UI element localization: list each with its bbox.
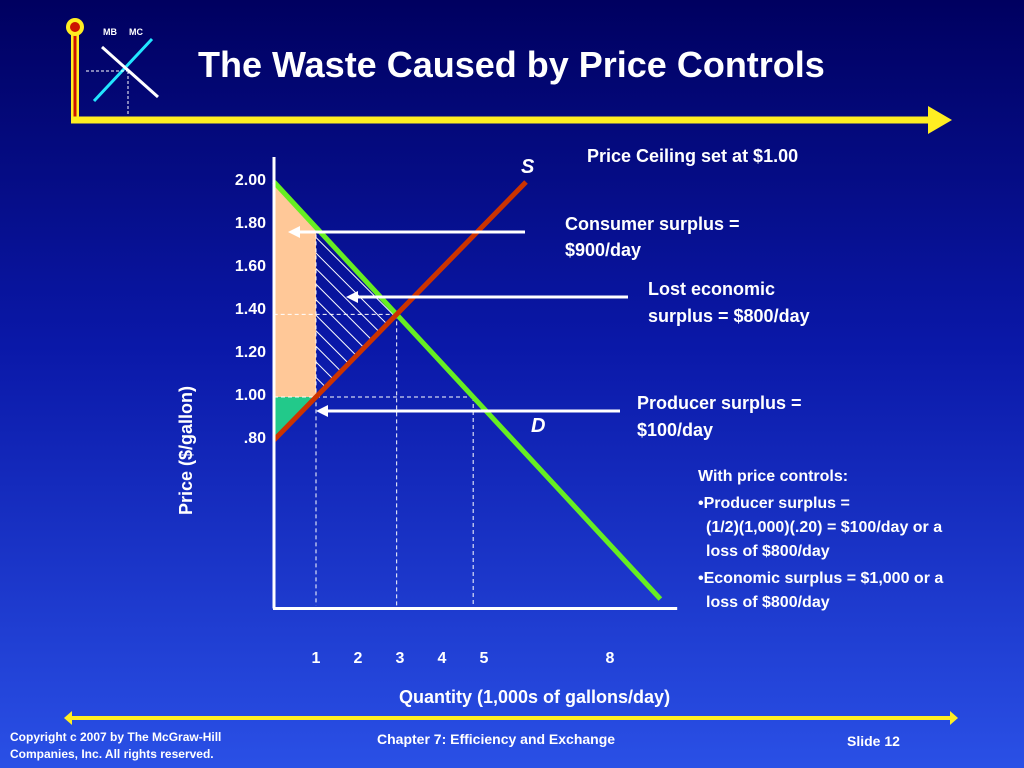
logo-mb: MB xyxy=(103,27,117,37)
note2-line2: loss of $800/day xyxy=(706,594,830,611)
y-tick-label: 2.00 xyxy=(234,172,266,189)
x-tick-label: 4 xyxy=(437,650,447,667)
lost-surplus-area xyxy=(316,227,397,397)
consumer-surplus-label-1: Consumer surplus = xyxy=(565,214,740,234)
note1-line3: loss of $800/day xyxy=(706,543,830,560)
x-tick-label: 5 xyxy=(479,650,489,667)
lost-surplus-label-1: Lost economic xyxy=(648,279,776,299)
note1-line2: (1/2)(1,000)(.20) = $100/day or a xyxy=(706,519,943,536)
x-tick-label: 8 xyxy=(605,650,615,667)
price-ceiling-label: Price Ceiling set at $1.00 xyxy=(587,146,799,166)
demand-label: D xyxy=(531,415,546,437)
slide-title: The Waste Caused by Price Controls xyxy=(198,44,825,85)
slide-number: Slide 12 xyxy=(847,733,900,749)
producer-surplus-label-2: $100/day xyxy=(637,420,714,440)
x-tick-label: 2 xyxy=(353,650,363,667)
producer-surplus-label-1: Producer surplus = xyxy=(637,393,802,413)
producer-pointer-head xyxy=(316,405,328,417)
copyright-line1: Copyright c 2007 by The McGraw-Hill xyxy=(10,730,222,744)
supply-curve xyxy=(272,180,528,442)
y-tick-label: 1.60 xyxy=(234,258,266,275)
x-axis-label: Quantity (1,000s of gallons/day) xyxy=(399,687,671,707)
logo-mc: MC xyxy=(129,27,143,37)
y-tick-label: 1.40 xyxy=(234,301,266,318)
copyright-line2: Companies, Inc. All rights reserved. xyxy=(10,747,214,761)
x-tick-label: 3 xyxy=(395,650,405,667)
chapter-label: Chapter 7: Efficiency and Exchange xyxy=(377,731,616,747)
y-tick-label: 1.00 xyxy=(234,387,266,404)
x-tick-label: 1 xyxy=(311,650,321,667)
y-axis-label: Price ($/gallon) xyxy=(176,385,196,515)
consumer-surplus-label-2: $900/day xyxy=(565,240,642,260)
demand-curve xyxy=(272,180,663,601)
note2-line1: •Economic surplus = $1,000 or a xyxy=(698,570,944,587)
supply-label: S xyxy=(521,156,535,178)
consumer-pointer-head xyxy=(288,226,300,238)
note1-line1: •Producer surplus = xyxy=(698,495,850,512)
lost-surplus-label-2: surplus = $800/day xyxy=(648,306,810,326)
consumer-surplus-area xyxy=(274,182,316,397)
y-tick-label: 1.20 xyxy=(234,344,266,361)
y-tick-label: 1.80 xyxy=(234,215,266,232)
y-tick-label: .80 xyxy=(243,430,266,447)
notes-heading: With price controls: xyxy=(698,468,849,485)
mb-mc-logo-icon xyxy=(86,37,159,115)
lost-pointer-head xyxy=(346,291,358,303)
